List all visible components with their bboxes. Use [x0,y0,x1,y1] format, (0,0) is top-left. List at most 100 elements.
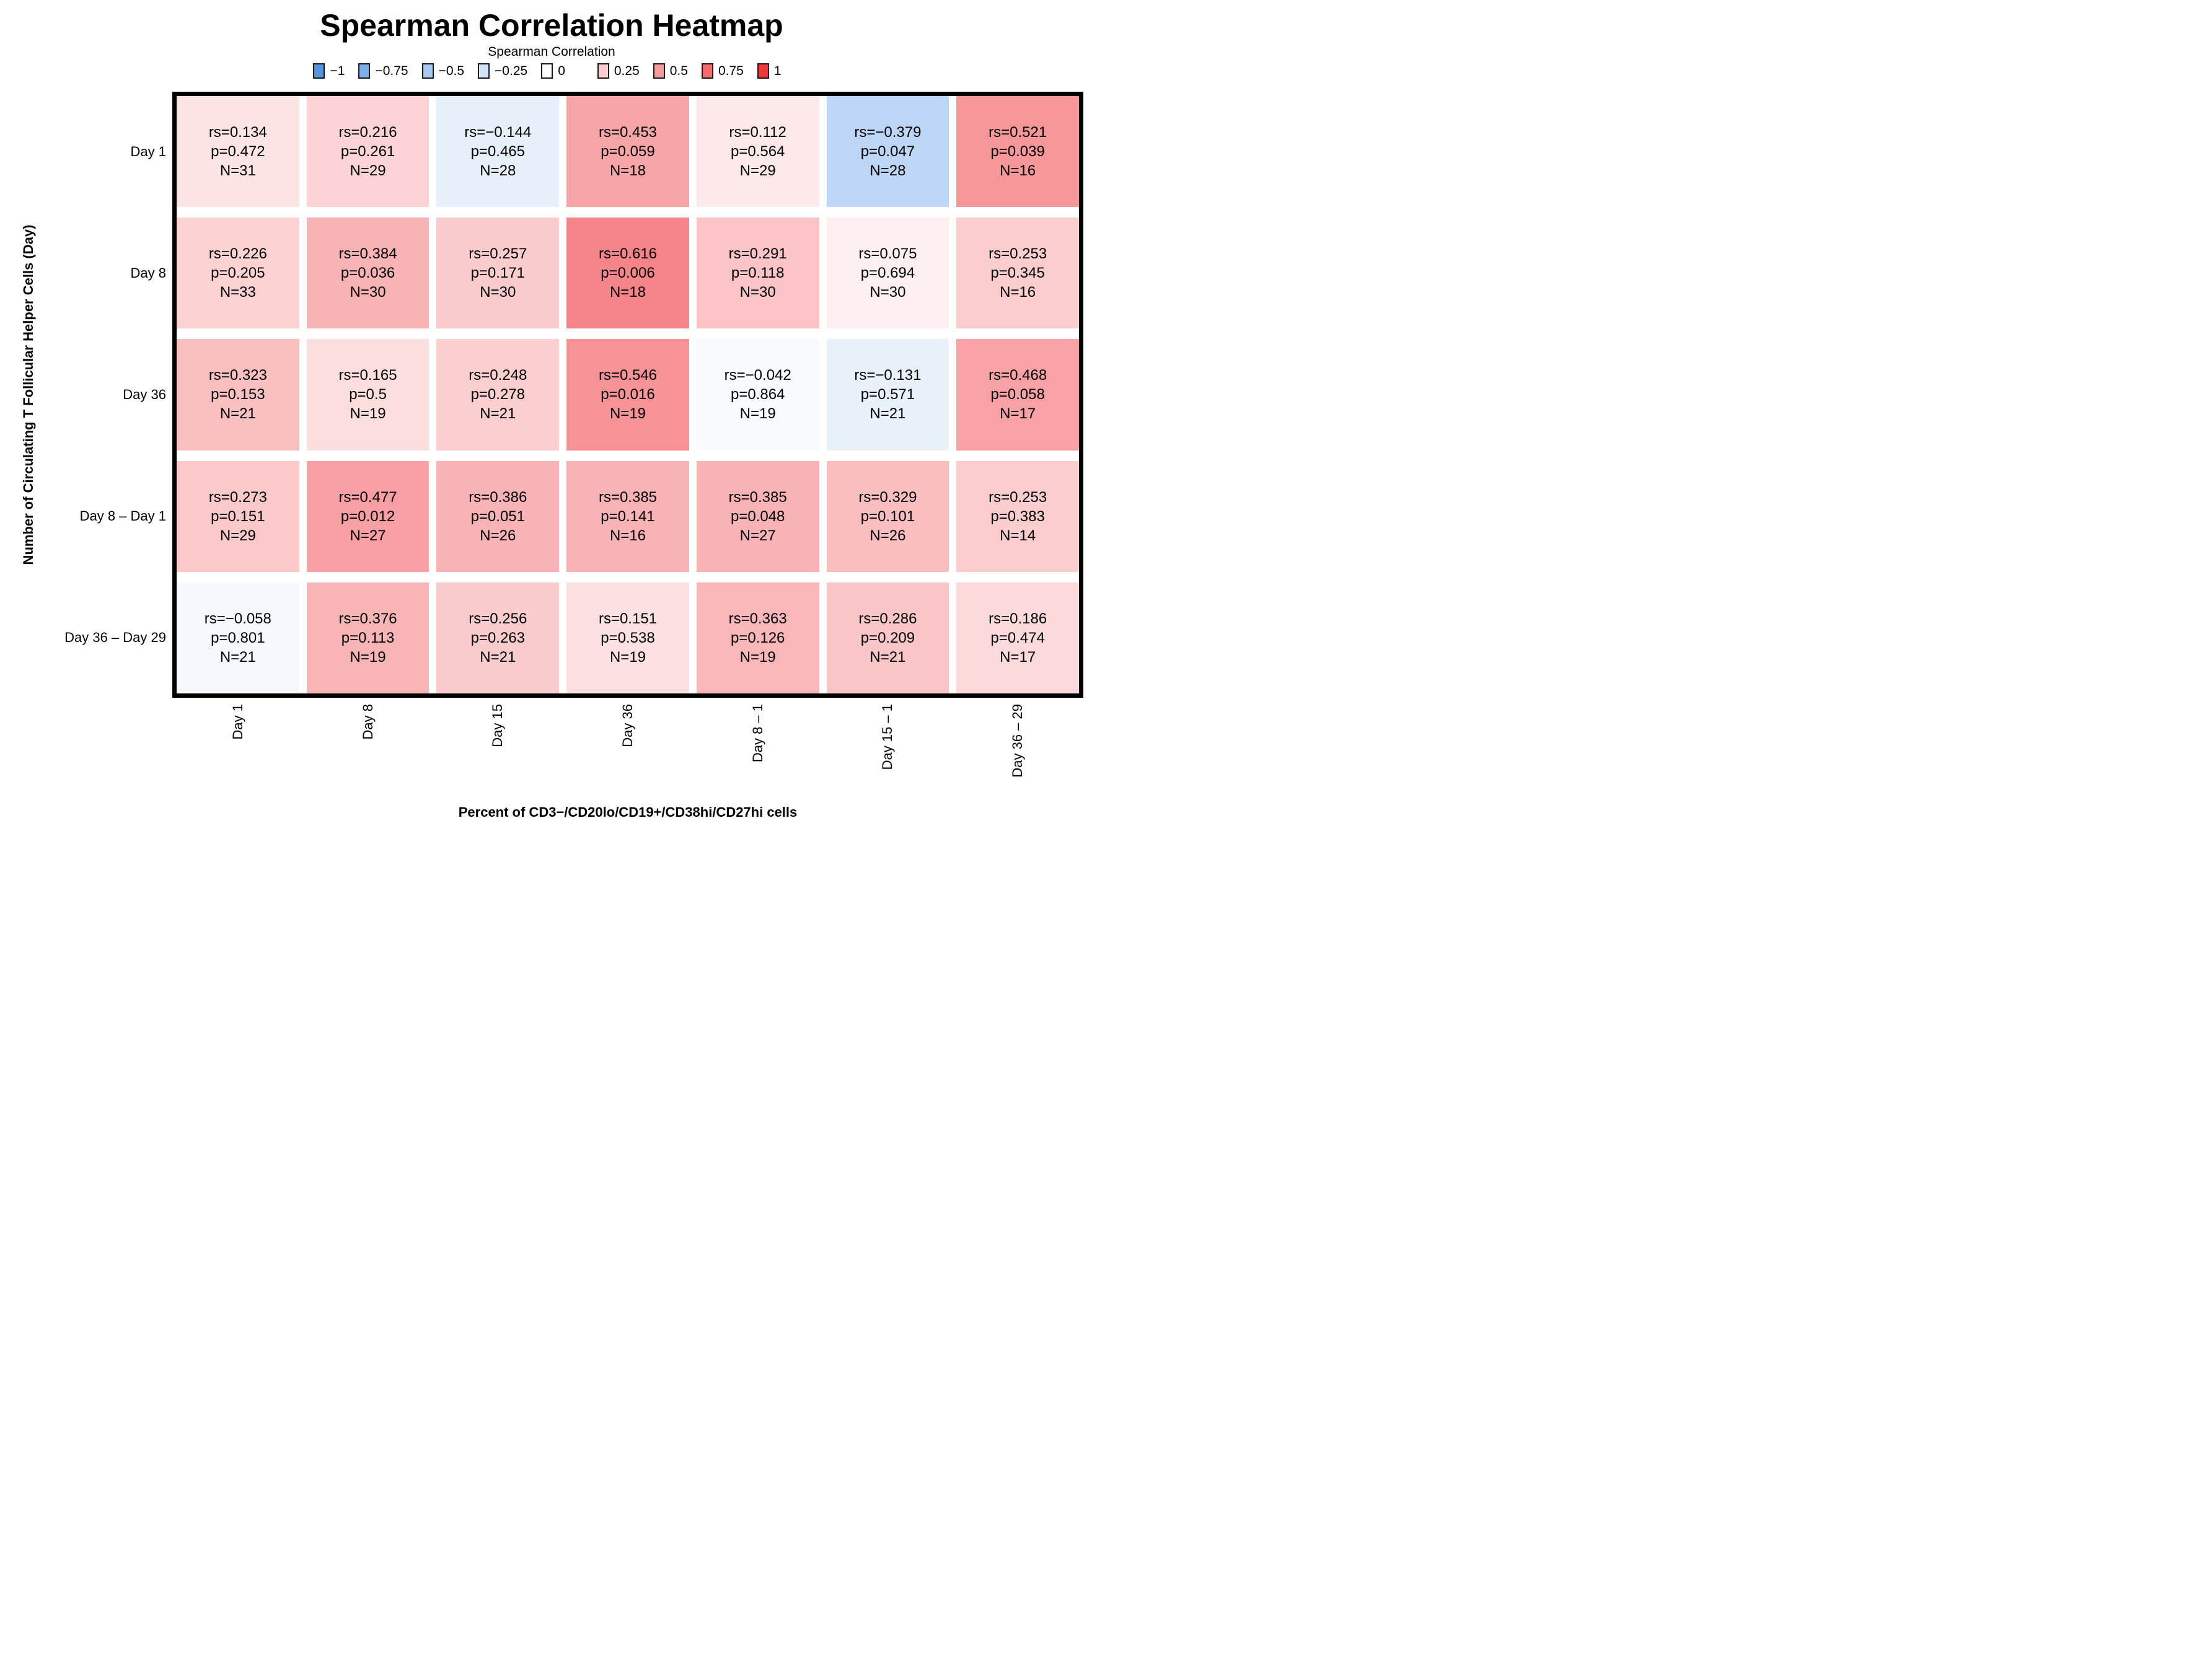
cell-n-value: N=21 [219,405,256,423]
x-tick-label: Day 15 – 1 [879,704,896,770]
heatmap-cell: rs=0.385 p=0.048 N=27 [696,460,819,572]
legend-swatch [478,63,490,79]
cell-rs-value: rs=0.291 [728,245,787,263]
cell-n-value: N=28 [480,162,516,180]
legend-item-label: −1 [330,63,345,78]
cell-rs-value: rs=0.186 [989,610,1047,627]
legend-item-label: 0.25 [614,63,640,78]
x-tick-label: Day 8 [359,704,376,740]
x-tick-label: Day 36 – 29 [1010,704,1026,778]
heatmap-cell: rs=0.075 p=0.694 N=30 [826,218,949,329]
cell-rs-value: rs=0.385 [728,488,787,506]
cell-rs-value: rs=−0.379 [854,124,922,141]
cell-rs-value: rs=0.616 [598,245,658,263]
cell-p-value: p=0.141 [601,508,655,525]
y-tick-label: Day 8 [130,265,166,281]
x-tick-label-slot: Day 8 [307,704,429,806]
cell-p-value: p=0.694 [860,265,915,282]
x-tick-label: Day 15 [490,704,506,747]
cell-n-value: N=18 [609,284,646,301]
cell-rs-value: rs=0.253 [989,245,1047,263]
cell-n-value: N=21 [480,405,516,423]
cell-n-value: N=21 [480,648,516,666]
y-tick-labels: Day 1 Day 8 Day 36 Day 8 – Day 1 Day 36 – Da… [25,96,166,693]
cell-n-value: N=19 [350,648,386,666]
cell-rs-value: rs=0.134 [208,124,267,141]
cell-rs-value: rs=0.165 [338,367,397,384]
heatmap-cell: rs=0.291 p=0.118 N=30 [696,218,819,329]
legend-swatch [541,63,553,79]
cell-p-value: p=0.151 [211,508,265,525]
cell-rs-value: rs=0.376 [338,610,397,627]
heatmap-cell: rs=−0.042 p=0.864 N=19 [696,339,819,451]
cell-p-value: p=0.564 [730,143,785,161]
cell-p-value: p=0.126 [730,629,785,646]
cell-n-value: N=16 [1000,284,1036,301]
cell-p-value: p=0.048 [730,508,785,525]
cell-rs-value: rs=0.286 [858,610,917,627]
cell-p-value: p=0.171 [470,265,525,282]
legend-item-label: −0.75 [375,63,408,78]
cell-n-value: N=33 [219,284,256,301]
heatmap-cell: rs=0.521 p=0.039 N=16 [956,96,1079,208]
cell-p-value: p=0.261 [340,143,395,161]
cell-n-value: N=31 [219,162,256,180]
heatmap-cell: rs=−0.144 p=0.465 N=28 [436,96,560,208]
heatmap-cell: rs=0.257 p=0.171 N=30 [436,218,560,329]
cell-n-value: N=29 [350,162,386,180]
heatmap-cell: rs=0.226 p=0.205 N=33 [177,218,299,329]
cell-rs-value: rs=0.477 [338,488,397,506]
x-tick-label-slot: Day 15 – 1 [827,704,949,806]
cell-p-value: p=0.345 [990,265,1045,282]
cell-n-value: N=26 [480,527,516,544]
legend-swatch [421,63,434,79]
cell-rs-value: rs=−0.058 [204,610,271,627]
legend-item-label: 0 [558,63,565,78]
cell-n-value: N=30 [480,284,516,301]
cell-rs-value: rs=−0.042 [724,367,791,384]
heatmap-cell: rs=0.286 p=0.209 N=21 [826,582,949,693]
heatmap-cell: rs=0.165 p=0.5 N=19 [306,339,429,451]
y-tick-label: Day 36 – Day 29 [64,630,166,646]
cell-n-value: N=21 [219,648,256,666]
cell-p-value: p=0.051 [470,508,525,525]
legend-swatch [313,63,325,79]
cell-rs-value: rs=0.075 [858,245,917,263]
x-tick-label-slot: Day 36 – 29 [956,704,1079,806]
cell-rs-value: rs=0.273 [208,488,267,506]
heatmap-cell: rs=0.616 p=0.006 N=18 [566,218,689,329]
legend-item: −0.25 [478,63,527,79]
cell-n-value: N=30 [350,284,386,301]
y-tick-label: Day 1 [130,143,166,159]
heatmap-cell: rs=0.151 p=0.538 N=19 [566,582,689,693]
cell-rs-value: rs=0.329 [858,488,917,506]
cell-n-value: N=19 [609,648,646,666]
heatmap-cell: rs=0.134 p=0.472 N=31 [177,96,299,208]
legend-item-label: 1 [773,63,782,78]
legend-item-label: 0.5 [669,63,688,78]
cell-rs-value: rs=0.385 [598,488,658,506]
cell-rs-value: rs=0.257 [469,245,527,263]
heatmap-cell: rs=0.216 p=0.261 N=29 [306,96,429,208]
heatmap-cell: rs=−0.131 p=0.571 N=21 [826,339,949,451]
cell-p-value: p=0.153 [211,386,265,403]
cell-p-value: p=0.864 [730,386,785,403]
y-tick-label: Day 36 [123,386,166,402]
cell-p-value: p=0.209 [860,629,915,646]
legend-swatch [653,63,665,79]
heatmap-cell: rs=0.253 p=0.345 N=16 [956,218,1079,329]
cell-n-value: N=30 [739,284,776,301]
heatmap-cell: rs=0.468 p=0.058 N=17 [956,339,1079,451]
cell-p-value: p=0.113 [341,629,395,646]
legend-item-label: 0.75 [718,63,744,78]
cell-rs-value: rs=−0.131 [854,367,922,384]
cell-rs-value: rs=0.151 [598,610,658,627]
heatmap-cell: rs=0.273 p=0.151 N=29 [177,460,299,572]
legend-swatch [701,63,713,79]
cell-rs-value: rs=0.226 [208,245,267,263]
cell-n-value: N=19 [739,648,776,666]
heatmap-cell: rs=0.385 p=0.141 N=16 [566,460,689,572]
cell-n-value: N=30 [870,284,906,301]
legend-swatch [757,63,769,79]
color-legend: −1 −0.75 −0.5 −0.25 0 0.25 0.5 0.75 1 [0,63,1094,79]
